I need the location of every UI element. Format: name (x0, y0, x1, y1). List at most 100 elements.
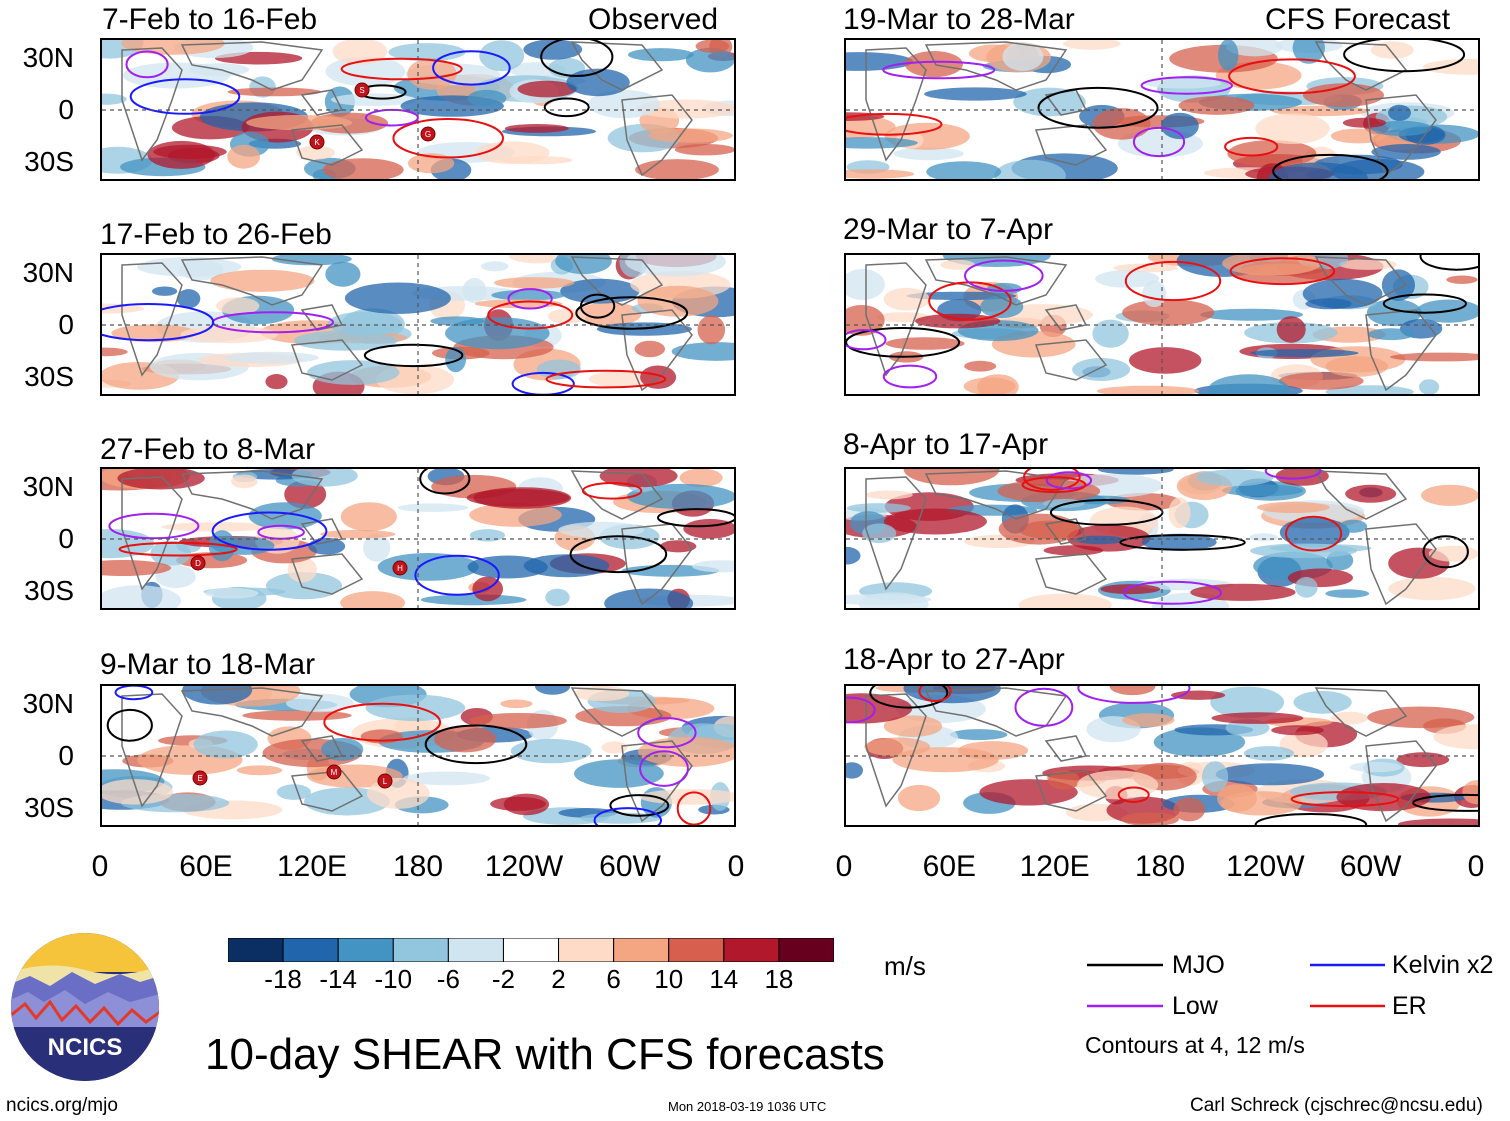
shear-anomaly (692, 560, 734, 573)
wave-contour (1037, 86, 1159, 129)
panel-title-left-2: 17-Feb to 26-Feb (100, 218, 332, 251)
shear-anomaly (1250, 349, 1359, 358)
shear-anomaly (1462, 780, 1478, 805)
timestamp: Mon 2018-03-19 1036 UTC (668, 1099, 827, 1114)
wave-contour (424, 724, 528, 765)
credit: Carl Schreck (cjschrec@ncsu.edu) (1190, 1095, 1483, 1116)
coastline (570, 687, 664, 737)
shear-anomaly (340, 502, 397, 532)
shear-anomaly (695, 40, 730, 53)
legend-label-mjo: MJO (1172, 951, 1225, 979)
wave-contour (363, 343, 464, 368)
shear-anomaly (1367, 328, 1415, 341)
colorbar-swatch (723, 938, 780, 962)
shear-anomaly (1095, 270, 1160, 288)
shear-anomaly (1339, 259, 1397, 270)
wave-contour (657, 508, 734, 528)
y-tick-label: 30S (24, 361, 74, 392)
shear-anomaly (865, 490, 913, 500)
colorbar-swatch (558, 938, 615, 962)
shear-anomaly (504, 124, 569, 133)
coastline (570, 256, 664, 306)
shear-anomaly (1249, 533, 1278, 542)
storm-marker (309, 134, 325, 150)
colorbar-tick-label: 10 (654, 964, 684, 994)
legend-label-er: ER (1392, 992, 1427, 1020)
shear-anomaly (204, 588, 259, 599)
wave-contour (882, 60, 996, 80)
shear-anomaly (1178, 96, 1255, 115)
coastline (621, 309, 693, 392)
legend-label-kelvin: Kelvin x2 (1392, 951, 1494, 979)
shear-anomaly (1106, 493, 1181, 511)
colorbar-swatch (778, 938, 834, 962)
x-tick-label: 0 (91, 850, 109, 883)
x-tick-label: 60W (1339, 850, 1402, 883)
shear-anomaly (248, 502, 322, 530)
shear-anomaly (1243, 746, 1295, 761)
shear-anomaly (1217, 784, 1257, 813)
shear-anomaly (635, 159, 719, 179)
shear-anomaly (1421, 484, 1478, 506)
shear-anomaly (1257, 501, 1330, 513)
shear-anomaly (1218, 40, 1239, 71)
shear-anomaly (276, 784, 311, 800)
wave-contour (1290, 791, 1400, 808)
shear-anomaly (1092, 108, 1151, 140)
wave-contour (1224, 136, 1279, 157)
map-panel (844, 253, 1480, 396)
storm-label: E (197, 774, 202, 783)
shear-anomaly (858, 592, 929, 608)
shear-anomaly (1330, 128, 1386, 144)
shear-anomaly (846, 169, 915, 179)
colorbar-tick-label: 14 (709, 964, 739, 994)
site-url[interactable]: ncics.org/mjo (6, 1095, 118, 1116)
shear-anomaly (897, 784, 941, 812)
shear-anomaly (1002, 42, 1044, 71)
colorbar-swatch (337, 938, 394, 962)
shear-anomaly (510, 738, 592, 764)
shear-anomaly (327, 311, 402, 336)
shear-anomaly (397, 503, 469, 512)
shear-anomaly (1388, 104, 1411, 121)
wave-contour (340, 57, 463, 81)
y-tick-label: 30N (22, 471, 74, 502)
shear-anomaly (1269, 162, 1368, 179)
shear-anomaly (469, 529, 505, 542)
shear-map: DH (102, 469, 734, 608)
shear-anomaly (536, 359, 581, 380)
shear-anomaly (271, 255, 352, 266)
shear-anomaly (344, 282, 451, 314)
map-panel (100, 253, 736, 396)
shear-anomaly (1215, 763, 1325, 786)
panel-title-left-4: 9-Mar to 18-Mar (100, 648, 316, 681)
shear-anomaly (1075, 535, 1125, 545)
wave-contour (575, 296, 689, 330)
wave-contour (511, 371, 575, 394)
wave-contour (918, 686, 952, 702)
shear-anomaly (1370, 41, 1414, 59)
coastline (1314, 41, 1408, 91)
wave-contour (414, 554, 500, 596)
x-tick-label: 120E (276, 850, 348, 883)
x-tick-label: 60W (599, 850, 661, 883)
wave-contour (581, 481, 643, 500)
wave-contour (432, 50, 511, 86)
x-tick-label: 0 (727, 850, 745, 883)
shear-anomaly (940, 259, 976, 270)
y-tick-label: 30N (22, 257, 74, 288)
panel-title-left-1: 7-Feb to 16-Feb (102, 3, 318, 36)
wave-contour (392, 118, 505, 159)
shear-anomaly (1122, 299, 1215, 326)
shear-anomaly (892, 747, 999, 773)
shear-anomaly (846, 693, 913, 724)
shear-anomaly (846, 137, 918, 149)
shear-anomaly (1227, 140, 1317, 168)
wave-contour (637, 717, 697, 749)
shear-anomaly (481, 261, 509, 272)
shear-anomaly (635, 99, 734, 119)
colorbar-tick-label: 6 (606, 964, 621, 994)
shear-anomaly (1221, 484, 1303, 497)
shear-anomaly (1063, 40, 1121, 50)
